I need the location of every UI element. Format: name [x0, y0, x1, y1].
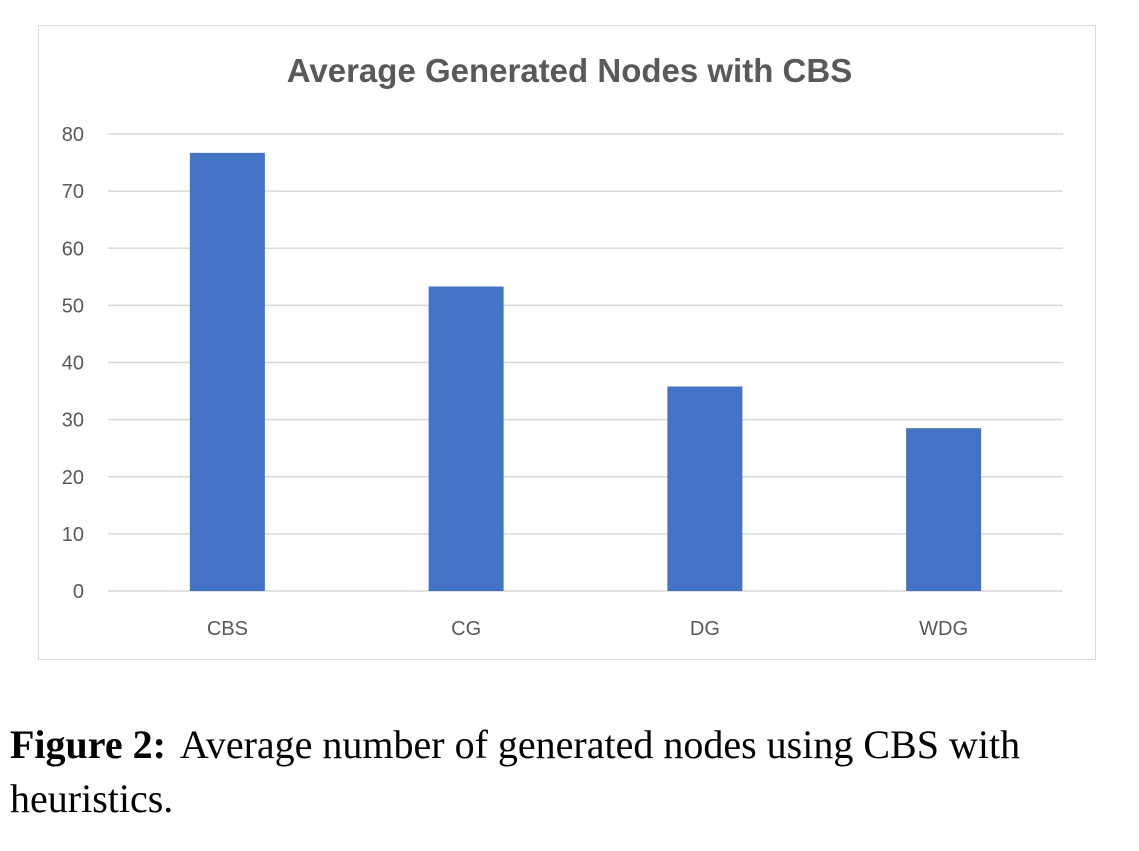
y-tick-label: 10: [62, 524, 84, 546]
caption-label: Figure 2:: [10, 722, 166, 767]
x-tick-label: WDG: [919, 618, 968, 640]
bar-chart: 0 10 20 30 40 50 60 70 80 CBS CG DG WDG: [62, 124, 1063, 640]
y-tick-label: 60: [62, 238, 84, 260]
x-tick-label: CG: [451, 618, 481, 640]
y-tick-label: 50: [62, 295, 84, 317]
y-tick-label: 0: [73, 581, 84, 603]
y-tick-label: 40: [62, 353, 84, 375]
bar-wdg: [906, 428, 982, 591]
caption-text: Average number of generated nodes using …: [10, 722, 1021, 821]
bar-dg: [667, 386, 743, 591]
bar-cbs: [189, 152, 265, 591]
y-tick-label: 30: [62, 410, 84, 432]
y-tick-label: 80: [62, 124, 84, 146]
x-tick-label: DG: [690, 618, 720, 640]
x-tick-label: CBS: [207, 618, 248, 640]
bar-cg: [428, 286, 504, 591]
figure-caption: Figure 2: Average number of generated nod…: [10, 718, 1135, 826]
chart-title: Average Generated Nodes with CBS: [286, 52, 853, 89]
y-tick-label: 70: [62, 181, 84, 203]
y-tick-label: 20: [62, 467, 84, 489]
